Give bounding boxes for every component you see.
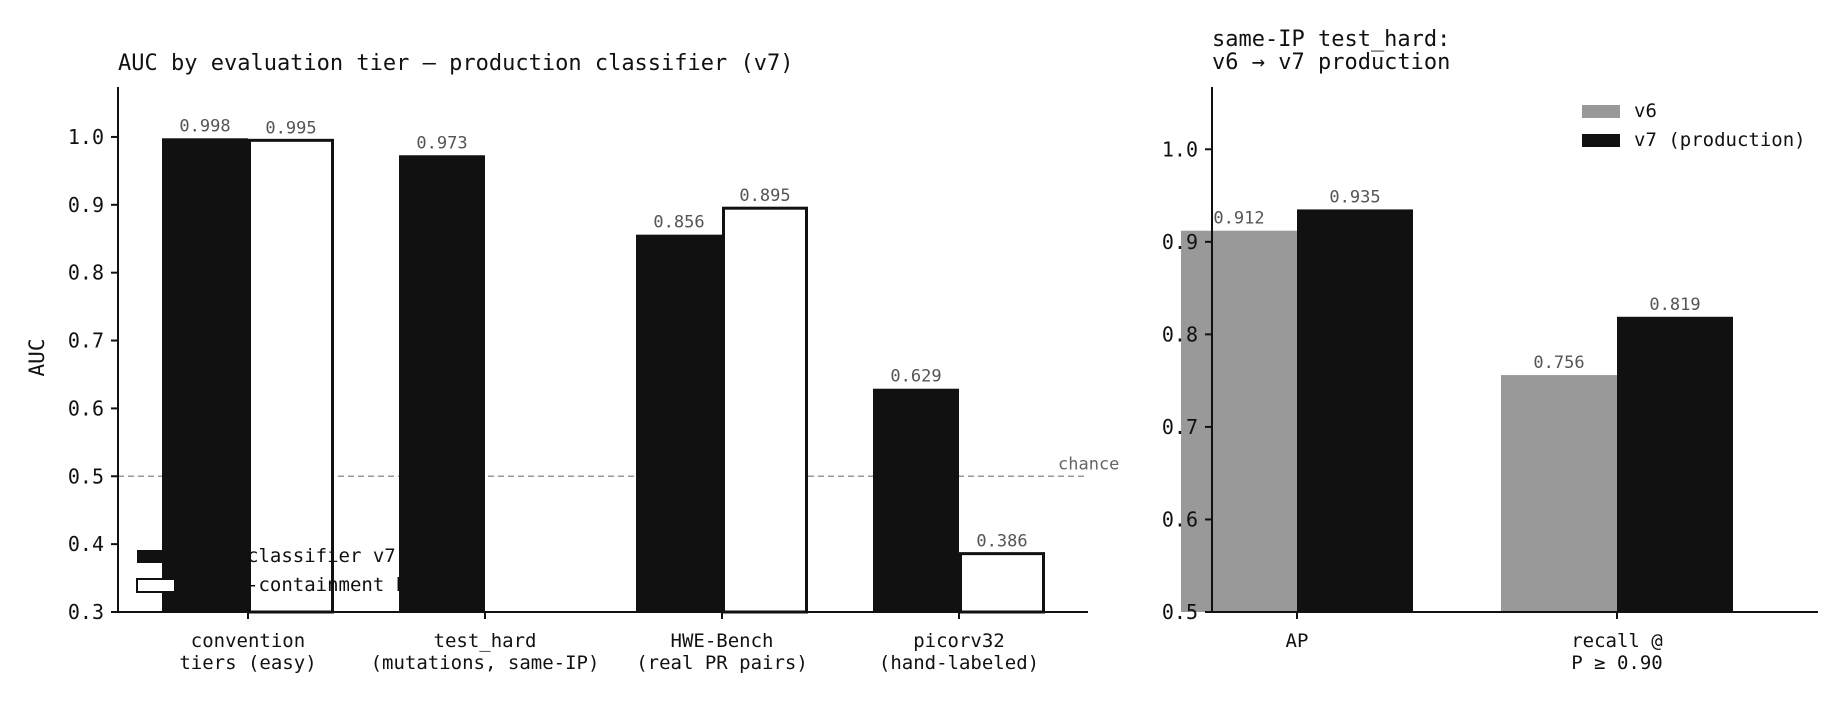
chart-title: same-IP test_hard:: [1212, 27, 1450, 52]
bar-value-label: 0.386: [976, 532, 1027, 552]
x-tick-label: test_hard: [434, 630, 537, 652]
y-axis-label: AUC: [25, 339, 49, 377]
legend-label: v6: [1634, 100, 1657, 122]
x-tick-label: AP: [1286, 630, 1309, 652]
x-tick-label: convention: [191, 630, 305, 652]
x-tick-label: tiers (easy): [179, 652, 316, 674]
y-tick-label: 0.8: [68, 261, 104, 285]
bar: [959, 552, 1045, 614]
y-tick-label: 0.3: [68, 600, 104, 624]
y-tick-label: 0.9: [1162, 230, 1198, 254]
legend-label: classifier v7: [247, 545, 396, 567]
bar-value-label: 0.973: [416, 133, 467, 153]
y-tick-label: 0.4: [68, 532, 104, 556]
y-tick-label: 0.6: [1162, 507, 1198, 531]
y-tick-label: 1.0: [68, 125, 104, 149]
bar: [873, 388, 959, 612]
bar: [1501, 375, 1617, 612]
chance-label: chance: [1058, 454, 1119, 474]
bar-value-label: 0.935: [1329, 187, 1380, 207]
bar: [1297, 209, 1413, 612]
x-tick-label: (real PR pairs): [636, 652, 808, 674]
x-tick-label: recall @: [1571, 630, 1663, 652]
y-tick-label: 0.8: [1162, 322, 1198, 346]
chart-title: AUC by evaluation tier — production clas…: [118, 51, 794, 76]
chart-title: v6 → v7 production: [1212, 50, 1450, 75]
bar: [162, 138, 248, 613]
bar-value-label: 0.912: [1213, 209, 1264, 229]
x-tick-label: (hand-labeled): [879, 652, 1039, 674]
bar: [636, 234, 722, 613]
x-tick-label: P ≥ 0.90: [1571, 652, 1663, 674]
bar: [1181, 230, 1297, 613]
bar-value-label: 0.629: [890, 367, 941, 387]
bar-value-label: 0.756: [1533, 353, 1584, 373]
bar-value-label: 0.856: [653, 213, 704, 233]
bar-value-label: 0.998: [179, 116, 230, 136]
y-tick-label: 0.7: [68, 329, 104, 353]
bar-value-label: 0.819: [1649, 295, 1700, 315]
bar: [1617, 316, 1733, 612]
bar-value-label: 0.995: [265, 118, 316, 138]
legend-label: v7 (production): [1634, 129, 1806, 151]
legend-swatch: [136, 578, 176, 593]
legend-label: -containment b: [247, 574, 407, 596]
y-tick-label: 1.0: [1162, 137, 1198, 161]
y-tick-label: 0.6: [68, 396, 104, 420]
y-tick-label: 0.5: [68, 464, 104, 488]
bar: [248, 138, 334, 614]
y-tick-label: 0.5: [1162, 600, 1198, 624]
bar-value-label: 0.895: [739, 186, 790, 206]
bar: [399, 155, 485, 613]
x-tick-label: HWE-Bench: [671, 630, 774, 652]
legend-swatch: [137, 550, 175, 563]
y-tick-label: 0.9: [68, 193, 104, 217]
bar: [722, 206, 808, 614]
legend-swatch: [1582, 105, 1620, 118]
x-tick-label: (mutations, same-IP): [371, 652, 600, 674]
y-tick-label: 0.7: [1162, 415, 1198, 439]
x-tick-label: picorv32: [913, 630, 1005, 652]
legend-swatch: [1582, 134, 1620, 147]
